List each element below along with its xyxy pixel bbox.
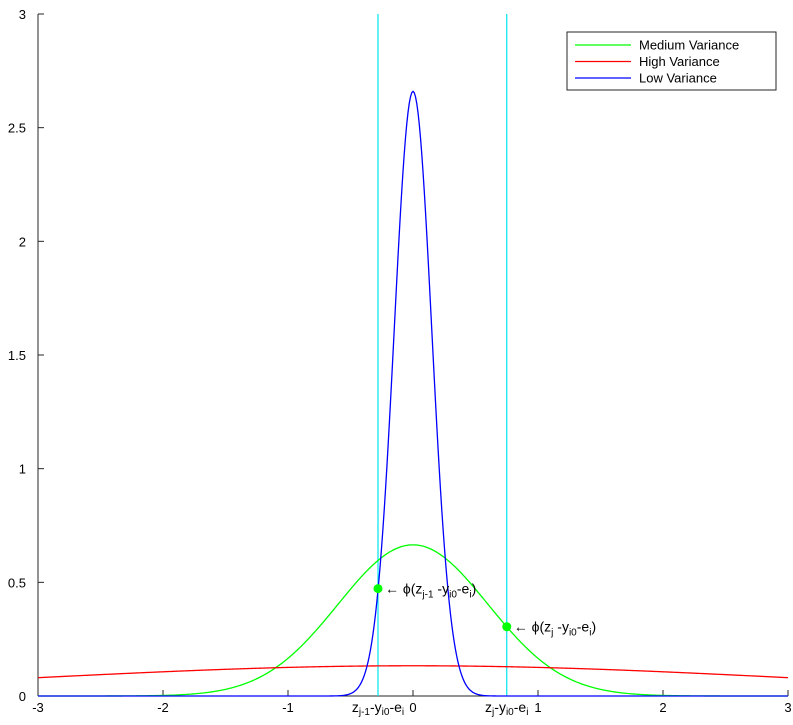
legend-entry: Low Variance [639, 71, 717, 86]
legend-entry: High Variance [639, 54, 720, 69]
x-tick-label: -1 [282, 700, 294, 715]
point-label: ← ϕ(zj -yi0-ei) [514, 619, 596, 639]
legend-entry: Medium Variance [639, 38, 739, 53]
x-tick-label: 0 [409, 700, 416, 715]
x-tick-label: -3 [32, 700, 44, 715]
density-curves [37, 90, 789, 697]
vertical-line-label: zj-yi0-ei [485, 699, 528, 718]
y-tick-label: 1 [19, 462, 26, 477]
x-axis: -3 -2 -1 0 1 2 3 [32, 690, 792, 715]
series-line-low-variance [38, 90, 788, 697]
x-tick-label: 1 [534, 700, 541, 715]
x-tick-label: 2 [659, 700, 666, 715]
data-point [373, 584, 383, 594]
y-tick-label: 0.5 [8, 575, 26, 590]
vertical-lines: zj-1-yi0-ei zj-yi0-ei [352, 14, 528, 718]
y-tick-label: 2.5 [8, 121, 26, 136]
point-label: ← ϕ(zj-1 -yi0-ei) [385, 581, 476, 601]
x-tick-label: 3 [784, 700, 791, 715]
y-tick-label: 2 [19, 234, 26, 249]
vertical-line-label: zj-1-yi0-ei [352, 699, 404, 718]
y-tick-label: 3 [19, 7, 26, 22]
x-tick-label: -2 [157, 700, 169, 715]
plot-background [38, 14, 788, 696]
y-axis: 0 0.5 1 1.5 2 2.5 3 [8, 7, 44, 704]
y-tick-label: 1.5 [8, 348, 26, 363]
marked-points: ← ϕ(zj-1 -yi0-ei) ← ϕ(zj -yi0-ei) [373, 581, 596, 639]
series-line-high-variance [37, 665, 789, 679]
plot-area [37, 14, 788, 697]
data-point [502, 622, 512, 632]
y-tick-label: 0 [19, 689, 26, 704]
